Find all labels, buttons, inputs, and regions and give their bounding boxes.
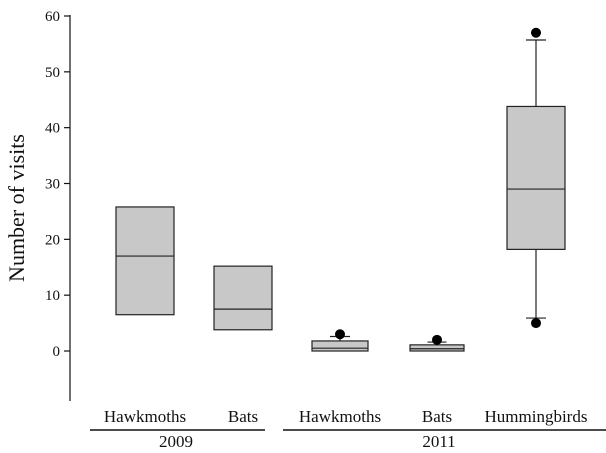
category-label: Hawkmoths <box>299 407 381 426</box>
box-hawkmoths-2011 <box>311 329 369 352</box>
y-tick-label: 40 <box>45 121 60 137</box>
y-axis-label: Number of visits <box>4 134 29 282</box>
box-hummingbirds-2011 <box>506 27 566 329</box>
box-bats-2009 <box>213 265 273 331</box>
axes: 0 10 20 30 40 50 60 <box>45 9 71 401</box>
y-tick-label: 0 <box>53 344 61 360</box>
outlier-point <box>531 27 541 38</box>
y-tick-label: 60 <box>45 9 60 25</box>
category-label: Hawkmoths <box>104 407 186 426</box>
y-tick-label: 30 <box>45 177 60 193</box>
box-bats-2011 <box>409 334 465 352</box>
outlier-point <box>531 318 541 329</box>
category-label: Hummingbirds <box>485 407 588 426</box>
iqr-box <box>506 105 566 250</box>
category-label: Bats <box>422 407 452 426</box>
iqr-box <box>311 340 369 352</box>
group-label: 2011 <box>422 432 455 451</box>
iqr-box <box>409 344 465 352</box>
iqr-box <box>213 265 273 331</box>
iqr-box <box>115 206 175 316</box>
box-hawkmoths-2009 <box>115 206 175 316</box>
y-tick-label: 20 <box>45 232 60 248</box>
boxes <box>115 27 566 352</box>
outlier-point <box>335 329 345 340</box>
y-tick-label: 50 <box>45 65 60 81</box>
category-label: Bats <box>228 407 258 426</box>
group-label: 2009 <box>159 432 193 451</box>
y-tick-label: 10 <box>45 288 60 304</box>
category-labels: Hawkmoths Bats Hawkmoths Bats Hummingbirds 20… <box>90 407 606 451</box>
outlier-point <box>432 334 442 345</box>
